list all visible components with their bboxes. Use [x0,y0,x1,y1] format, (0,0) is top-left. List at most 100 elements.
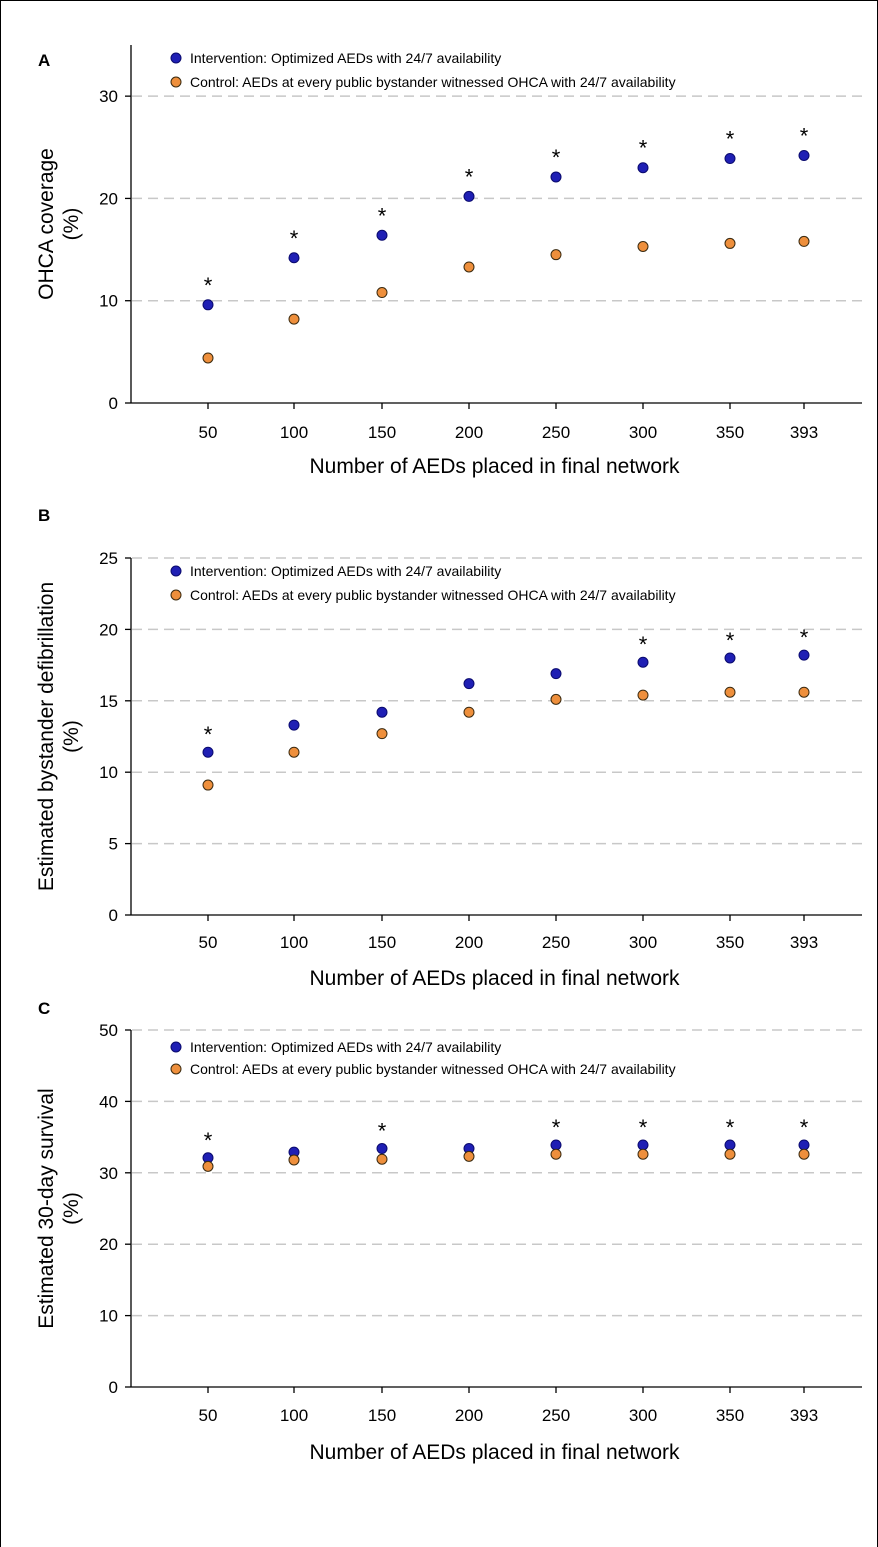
significance-star: * [552,1115,561,1140]
point-control [724,1148,736,1160]
point-control [463,261,475,273]
y-axis-title-line: Estimated 30-day survival [35,1088,58,1328]
point-control [202,1160,214,1172]
point-control [798,686,810,698]
x-tick-label: 350 [716,423,744,442]
point-control [550,693,562,705]
legend-marker-intervention [170,1041,182,1053]
x-tick-label: 100 [280,933,308,952]
legend-label-intervention: Intervention: Optimized AEDs with 24/7 a… [190,563,501,579]
point-intervention [288,252,300,264]
point-intervention [798,1139,810,1151]
point-intervention [798,149,810,161]
significance-star: * [726,1115,735,1140]
y-tick-label: 0 [109,906,118,925]
y-tick-label: 5 [109,835,118,854]
x-tick-label: 200 [455,933,483,952]
x-tick-label: 50 [199,933,218,952]
legend-label-intervention: Intervention: Optimized AEDs with 24/7 a… [190,1039,501,1055]
point-control [376,1153,388,1165]
point-control [724,237,736,249]
legend-marker-control [170,1063,182,1075]
panel-c: 0 10 20 30 40 50 50 100 150 200 250 300 350 393 Number… [35,999,862,1464]
y-tick-label: 30 [99,1164,118,1183]
x-tick-label: 150 [368,423,396,442]
y-axis-title-line: (%) [60,208,83,241]
panel-b: 0 5 10 15 20 25 50 100 150 200 250 300 350 393 Number … [35,506,862,990]
x-tick-label: 100 [280,423,308,442]
y-tick-label: 0 [109,394,118,413]
x-tick-label: 300 [629,1406,657,1425]
x-axis-title: Number of AEDs placed in final network [309,455,680,478]
x-axis-title: Number of AEDs placed in final network [309,1441,680,1464]
x-tick-label: 350 [716,933,744,952]
x-tick-label: 200 [455,1406,483,1425]
significance-star: * [204,722,213,747]
y-tick-label: 40 [99,1092,118,1111]
point-intervention [376,706,388,718]
significance-star: * [726,628,735,653]
point-intervention [202,746,214,758]
significance-star: * [378,203,387,228]
x-tick-label: 150 [368,1406,396,1425]
x-tick-label: 250 [542,1406,570,1425]
y-tick-label: 10 [99,763,118,782]
legend-label-control: Control: AEDs at every public bystander … [190,74,676,90]
point-control [637,1148,649,1160]
legend-marker-intervention [170,565,182,577]
point-control [550,249,562,261]
point-intervention [798,649,810,661]
significance-star: * [639,1115,648,1140]
y-tick-label: 10 [99,292,118,311]
panel-label: C [38,999,50,1018]
y-tick-label: 10 [99,1307,118,1326]
significance-star: * [204,273,213,298]
significance-star: * [378,1119,387,1144]
significance-star: * [800,625,809,650]
point-control [724,686,736,698]
point-intervention [550,1139,562,1151]
legend-marker-intervention [170,52,182,64]
point-control [798,1148,810,1160]
significance-star: * [204,1128,213,1153]
point-intervention [288,719,300,731]
point-intervention [376,1143,388,1155]
point-control [288,313,300,325]
point-control [463,1150,475,1162]
y-tick-label: 0 [109,1378,118,1397]
x-tick-label: 150 [368,933,396,952]
point-intervention [550,171,562,183]
point-intervention [376,229,388,241]
point-intervention [463,678,475,690]
y-tick-label: 50 [99,1021,118,1040]
legend-label-control: Control: AEDs at every public bystander … [190,587,676,603]
significance-star: * [290,226,299,251]
point-control [798,235,810,247]
legend-label-control: Control: AEDs at every public bystander … [190,1061,676,1077]
x-tick-label: 250 [542,933,570,952]
point-intervention [463,190,475,202]
y-axis-title-line: Estimated bystander defibrillation [35,582,58,891]
x-tick-label: 250 [542,423,570,442]
y-axis-title-line: OHCA coverage [35,148,58,300]
y-axis-title-line: (%) [60,1192,83,1225]
y-axis-title: OHCA coverage (%) [35,148,83,300]
y-tick-label: 20 [99,189,118,208]
point-control [463,706,475,718]
point-intervention [202,299,214,311]
panel-label: A [38,51,50,70]
x-tick-label: 200 [455,423,483,442]
x-axis-title: Number of AEDs placed in final network [309,967,680,990]
x-tick-label: 50 [199,423,218,442]
legend-marker-control [170,589,182,601]
significance-star: * [800,1115,809,1140]
x-tick-label: 300 [629,933,657,952]
point-control [202,352,214,364]
point-intervention [637,656,649,668]
point-control [637,689,649,701]
point-control [637,241,649,253]
y-axis-title-line: (%) [60,720,83,753]
y-tick-label: 30 [99,87,118,106]
y-tick-label: 20 [99,620,118,639]
